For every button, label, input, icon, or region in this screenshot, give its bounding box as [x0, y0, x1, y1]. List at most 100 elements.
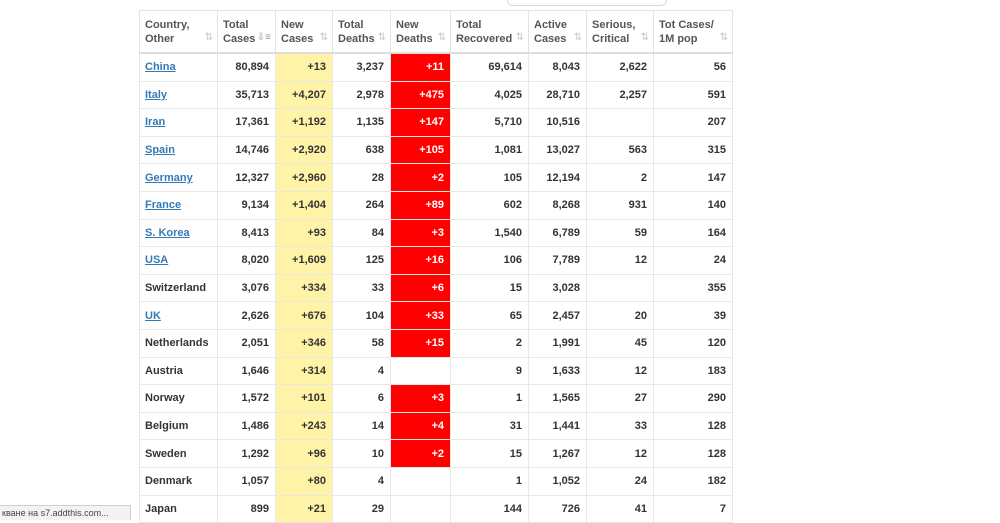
table-row: China 80,894 +13 3,237 +11 69,614 8,043 2,622 56: [139, 52, 733, 82]
active-cases-cell: 8,268: [528, 190, 587, 220]
column-header-line2: Critical: [592, 32, 630, 45]
total-recovered-cell: 2: [450, 328, 529, 358]
new-deaths-cell: [390, 466, 451, 496]
country-link[interactable]: Spain: [145, 144, 175, 157]
sort-icon[interactable]: ⇅: [719, 32, 728, 43]
total-deaths-cell: 6: [332, 384, 391, 413]
covid-cases-table: Country, Other ⇅ Total Cases ⇩≡ New Cases ⇅ Total…: [139, 10, 733, 523]
country-link[interactable]: Italy: [145, 88, 168, 101]
total-recovered-cell: 1: [450, 466, 529, 496]
country-link[interactable]: UK: [145, 309, 161, 322]
serious-critical-cell: [586, 273, 654, 303]
serious-critical-cell: 41: [586, 494, 654, 523]
column-header-total-cases[interactable]: Total Cases ⇩≡: [217, 10, 276, 54]
table-row: UK 2,626 +676 104 +33 65 2,457 20 39: [139, 301, 733, 330]
active-cases-cell: 7,789: [528, 246, 587, 275]
country-link[interactable]: Iran: [145, 116, 166, 129]
total-recovered-cell: 9: [450, 356, 529, 386]
column-header-line1: Total: [456, 18, 482, 31]
cases-per-million-cell: 207: [653, 108, 733, 137]
new-cases-cell: +314: [275, 356, 333, 386]
sort-icon[interactable]: ⇅: [640, 32, 649, 43]
new-cases-cell: +243: [275, 411, 333, 441]
country-cell: Japan: [139, 494, 218, 523]
column-header-line1: Total: [338, 18, 364, 31]
table-row: Germany 12,327 +2,960 28 +2 105 12,194 2 147: [139, 163, 733, 192]
table-row: Iran 17,361 +1,192 1,135 +147 5,710 10,516 207: [139, 108, 733, 137]
sort-desc-icon[interactable]: ⇩≡: [256, 32, 271, 43]
new-deaths-cell: +3: [390, 218, 451, 248]
column-header-cases-per-million[interactable]: Tot Cases/1M pop ⇅: [653, 10, 733, 54]
new-cases-cell: +101: [275, 384, 333, 413]
sort-icon[interactable]: ⇅: [204, 32, 213, 43]
column-header-serious-critical[interactable]: Serious, Critical ⇅: [586, 10, 654, 54]
column-header-country[interactable]: Country, Other ⇅: [139, 10, 218, 54]
total-deaths-cell: 29: [332, 494, 391, 523]
cases-per-million-cell: 24: [653, 246, 733, 275]
country-link[interactable]: France: [145, 199, 182, 212]
sort-icon[interactable]: ⇅: [377, 32, 386, 43]
serious-critical-cell: 24: [586, 466, 654, 496]
new-deaths-cell: +475: [390, 80, 451, 110]
total-deaths-cell: 58: [332, 328, 391, 358]
total-deaths-cell: 4: [332, 466, 391, 496]
country-cell: Austria: [139, 356, 218, 386]
serious-critical-cell: 20: [586, 301, 654, 330]
column-header-total-deaths[interactable]: Total Deaths ⇅: [332, 10, 391, 54]
country-name: Norway: [145, 392, 185, 405]
serious-critical-cell: 27: [586, 384, 654, 413]
sort-icon[interactable]: ⇅: [319, 32, 328, 43]
country-cell: S. Korea: [139, 218, 218, 248]
column-header-line1: Serious,: [592, 18, 636, 31]
country-link[interactable]: China: [145, 61, 176, 74]
column-header-new-cases[interactable]: New Cases ⇅: [275, 10, 333, 54]
column-header-new-deaths[interactable]: New Deaths ⇅: [390, 10, 451, 54]
sort-icon[interactable]: ⇅: [515, 32, 524, 43]
table-header-row: Country, Other ⇅ Total Cases ⇩≡ New Cases ⇅ Total…: [139, 10, 733, 54]
sort-icon[interactable]: ⇅: [573, 32, 582, 43]
total-cases-cell: 17,361: [217, 108, 276, 137]
active-cases-cell: 1,441: [528, 411, 587, 441]
table-row: Switzerland 3,076 +334 33 +6 15 3,028 355: [139, 273, 733, 303]
column-header-line2: Cases: [223, 32, 256, 45]
country-cell: China: [139, 52, 218, 82]
active-cases-cell: 1,565: [528, 384, 587, 413]
total-cases-cell: 2,626: [217, 301, 276, 330]
active-cases-cell: 8,043: [528, 52, 587, 82]
column-header-active-cases[interactable]: Active Cases ⇅: [528, 10, 587, 54]
new-deaths-cell: +89: [390, 190, 451, 220]
country-cell: France: [139, 190, 218, 220]
table-row: Sweden 1,292 +96 10 +2 15 1,267 12 128: [139, 439, 733, 468]
serious-critical-cell: [586, 108, 654, 137]
country-link[interactable]: Germany: [145, 171, 193, 184]
total-recovered-cell: 31: [450, 411, 529, 441]
cases-per-million-cell: 355: [653, 273, 733, 303]
country-cell: Norway: [139, 384, 218, 413]
new-cases-cell: +93: [275, 218, 333, 248]
total-recovered-cell: 69,614: [450, 52, 529, 82]
total-cases-cell: 1,292: [217, 439, 276, 468]
country-link[interactable]: USA: [145, 254, 169, 267]
total-cases-cell: 8,413: [217, 218, 276, 248]
active-cases-cell: 12,194: [528, 163, 587, 192]
country-cell: Germany: [139, 163, 218, 192]
serious-critical-cell: 2: [586, 163, 654, 192]
cases-per-million-cell: 147: [653, 163, 733, 192]
cases-per-million-cell: 128: [653, 439, 733, 468]
column-header-line1: New: [281, 18, 304, 31]
column-header-total-recovered[interactable]: Total Recovered ⇅: [450, 10, 529, 54]
country-cell: Denmark: [139, 466, 218, 496]
column-header-line2: Cases: [281, 32, 314, 45]
new-deaths-cell: +33: [390, 301, 451, 330]
country-name: Belgium: [145, 420, 189, 433]
serious-critical-cell: 59: [586, 218, 654, 248]
table-row: Spain 14,746 +2,920 638 +105 1,081 13,027 563 31…: [139, 135, 733, 165]
new-cases-cell: +21: [275, 494, 333, 523]
active-cases-cell: 28,710: [528, 80, 587, 110]
active-cases-cell: 1,633: [528, 356, 587, 386]
total-deaths-cell: 3,237: [332, 52, 391, 82]
total-deaths-cell: 33: [332, 273, 391, 303]
country-link[interactable]: S. Korea: [145, 226, 190, 239]
sort-icon[interactable]: ⇅: [437, 32, 446, 43]
new-deaths-cell: +2: [390, 163, 451, 192]
